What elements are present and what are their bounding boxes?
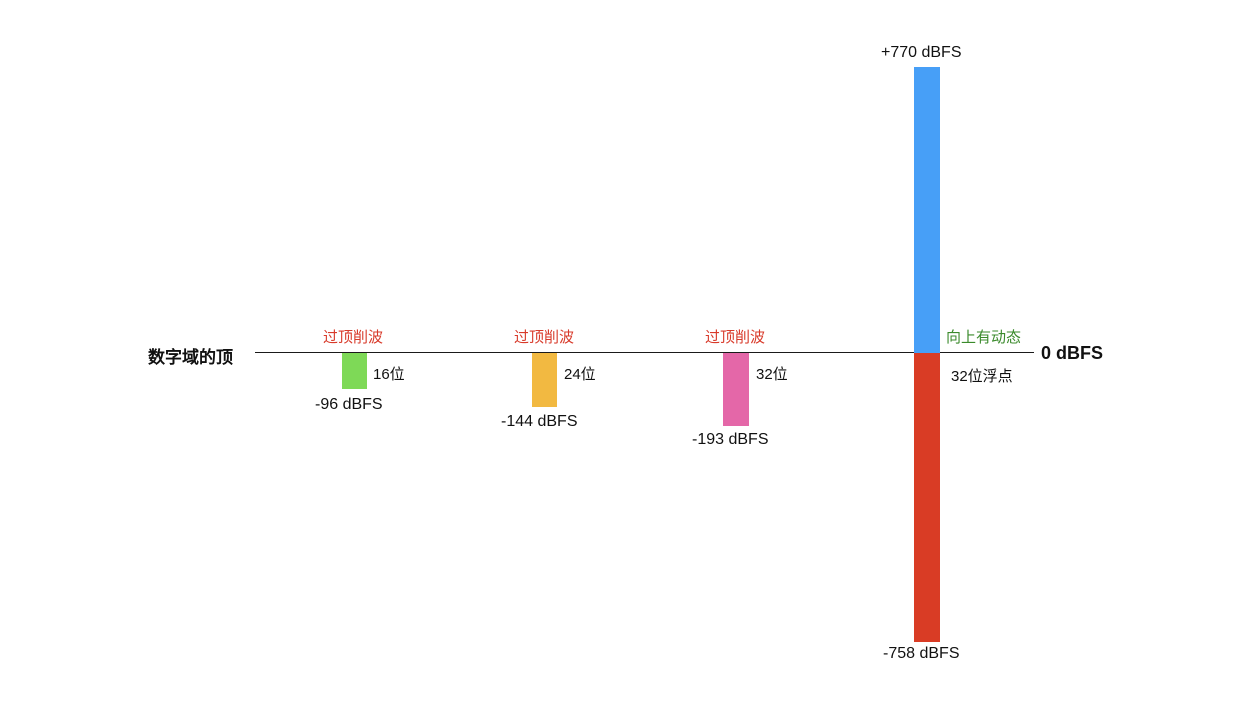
bar-32bit-float-negative	[914, 353, 940, 642]
bits-label-32bit-float: 32位浮点	[951, 368, 1013, 385]
clip-label-32bit: 过顶削波	[705, 329, 766, 346]
digital-ceiling-label: 数字域的顶	[148, 348, 233, 367]
digital-ceiling-line	[255, 352, 1034, 353]
clip-label-16bit: 过顶削波	[323, 329, 384, 346]
dbfs-label-16bit: -96 dBFS	[315, 396, 383, 413]
zero-dbfs-label: 0 dBFS	[1041, 343, 1104, 363]
bar-32bit	[723, 353, 749, 426]
bits-label-32bit: 32位	[756, 366, 788, 383]
bar-32bit-float-positive	[914, 67, 940, 353]
bits-label-16bit: 16位	[373, 366, 405, 383]
bits-label-24bit: 24位	[564, 366, 596, 383]
dynamic-up-label: 向上有动态	[946, 329, 1022, 346]
bar-24bit	[532, 353, 557, 407]
clip-label-24bit: 过顶削波	[514, 329, 575, 346]
float-top-dbfs-label: +770 dBFS	[881, 44, 962, 61]
dbfs-label-32bit: -193 dBFS	[692, 431, 769, 448]
bar-16bit	[342, 353, 367, 389]
float-bottom-dbfs-label: -758 dBFS	[883, 645, 960, 662]
dbfs-label-24bit: -144 dBFS	[501, 413, 578, 430]
